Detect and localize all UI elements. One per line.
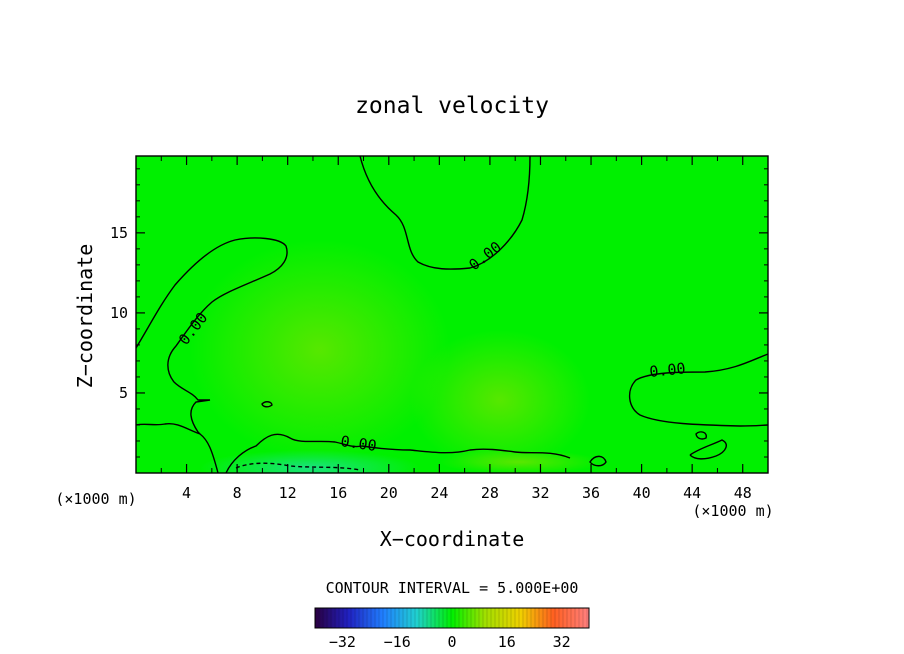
- y-axis: 5 10 15: [110, 168, 768, 458]
- x-tick-label-1: 8: [233, 484, 242, 502]
- colorbar: −32 −16 0 16 32: [314, 607, 590, 651]
- y-tick-label-2: 15: [110, 224, 128, 242]
- colorbar-tick-label-3: 16: [498, 633, 516, 651]
- contour-surface-small-a: [589, 455, 607, 467]
- x-tick-label-3: 16: [329, 484, 347, 502]
- colorbar-tick-label-4: 32: [553, 633, 571, 651]
- contour-surface-band: [225, 433, 571, 473]
- contour-surface-right: [689, 439, 727, 460]
- x-tick-label-6: 28: [481, 484, 499, 502]
- colorbar-tick-label-1: −16: [384, 633, 411, 651]
- y-tick-label-1: 10: [110, 304, 128, 322]
- contour-low-left: [136, 422, 219, 473]
- y-axis-label: Z−coordinate: [73, 244, 97, 389]
- x-tick-label-11: 48: [734, 484, 752, 502]
- contour-label-surface: 0.00: [339, 432, 377, 455]
- x-tick-label-5: 24: [430, 484, 448, 502]
- contour-interval-text: CONTOUR INTERVAL = 5.000E+00: [326, 579, 579, 597]
- colorbar-stripes: [318, 608, 588, 628]
- x-tick-label-9: 40: [633, 484, 651, 502]
- contour-lower-right: [629, 353, 768, 427]
- contour-surface-dash: [235, 462, 361, 471]
- x-tick-label-4: 20: [380, 484, 398, 502]
- x-units-label-right: (×1000 m): [692, 502, 773, 520]
- plot-area: 0.00 0.00 0.00 0.00: [136, 156, 768, 473]
- contour-upper-center: [359, 156, 531, 270]
- contour-surface-small-b: [695, 431, 708, 440]
- x-tick-label-0: 4: [182, 484, 191, 502]
- colorbar-tick-label-0: −32: [329, 633, 356, 651]
- colorbar-tick-label-2: 0: [447, 633, 456, 651]
- y-tick-label-0: 5: [119, 384, 128, 402]
- contour-label-right: 0.00: [649, 359, 687, 381]
- field-shade-surface: [200, 450, 420, 473]
- field-shade-center: [190, 240, 450, 460]
- x-tick-label-8: 36: [582, 484, 600, 502]
- field-shade-right: [410, 330, 590, 470]
- zero-contours: [136, 156, 768, 473]
- x-tick-label-10: 44: [683, 484, 701, 502]
- contour-surface-small-c: [261, 401, 273, 408]
- colorbar-ticks: −32 −16 0 16 32: [329, 633, 571, 651]
- contour-upper-left: [136, 237, 288, 435]
- plot-frame: [135, 155, 769, 474]
- chart-title: zonal velocity: [355, 93, 549, 119]
- x-axis: 4 8 12 16 20 24 28 32 36 40 44 48: [160, 156, 752, 502]
- x-axis-label: X−coordinate: [380, 527, 525, 551]
- field-shade-surface-right: [440, 450, 600, 473]
- colorbar-bar: [314, 607, 590, 629]
- x-units-label-left: (×1000 m): [55, 490, 136, 508]
- x-tick-label-7: 32: [531, 484, 549, 502]
- x-tick-label-2: 12: [279, 484, 297, 502]
